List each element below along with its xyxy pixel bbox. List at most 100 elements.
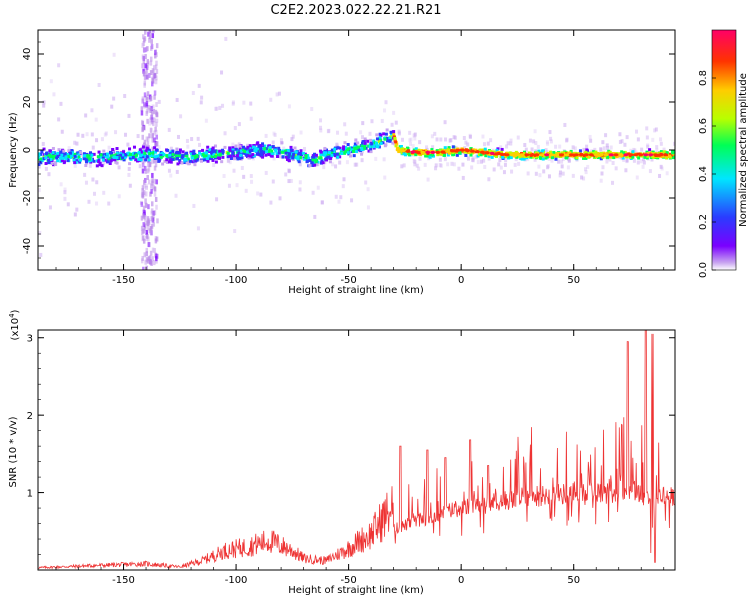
spectrogram-cell bbox=[314, 160, 318, 164]
spectrogram-cell bbox=[159, 154, 163, 158]
spectrogram-cell bbox=[77, 152, 81, 156]
spectrogram-speckle bbox=[605, 143, 609, 148]
spectrogram-cell bbox=[180, 161, 184, 165]
spectrogram-speckle bbox=[88, 163, 92, 168]
spectrogram-cell bbox=[42, 157, 46, 161]
spectrogram-noise-band bbox=[150, 119, 154, 125]
spectrogram-speckle bbox=[287, 169, 291, 174]
spectrogram-cell bbox=[529, 155, 533, 159]
spectrogram-speckle bbox=[443, 157, 447, 162]
spectrogram-cell bbox=[40, 150, 44, 154]
spectrogram-speckle bbox=[430, 134, 434, 139]
spectrogram-cell bbox=[237, 151, 241, 155]
spectrogram-cell bbox=[392, 133, 396, 137]
spectrogram-cell bbox=[171, 149, 175, 153]
spectrogram-noise-band bbox=[153, 210, 157, 216]
spectrogram-speckle bbox=[400, 137, 404, 142]
spectrogram-noise-band bbox=[150, 208, 154, 214]
spectrogram-cell bbox=[412, 151, 416, 155]
spectrogram-speckle bbox=[76, 132, 80, 137]
spectrogram-speckle bbox=[426, 177, 430, 182]
spectrogram-cell bbox=[132, 145, 136, 149]
spectrogram-noise-band bbox=[145, 235, 148, 241]
spectrogram-speckle bbox=[624, 168, 628, 173]
spectrogram-cell bbox=[659, 150, 663, 154]
spectrogram-cell bbox=[347, 147, 351, 151]
spectrogram-cell bbox=[389, 130, 393, 134]
spectrogram-noise-band bbox=[150, 223, 154, 229]
spectrogram-noise-band bbox=[154, 53, 157, 59]
spectrogram-cell bbox=[645, 156, 649, 160]
spectrogram-y-tick-label: -40 bbox=[22, 238, 33, 254]
spectrogram-cell bbox=[541, 149, 545, 153]
snr-y-ticks: 1 2 3 bbox=[27, 334, 675, 571]
spectrogram-speckle bbox=[273, 132, 277, 137]
spectrogram-cell bbox=[378, 136, 382, 140]
spectrogram-cell bbox=[234, 144, 238, 148]
spectrogram-noise-band bbox=[150, 114, 154, 120]
colorbar-frame bbox=[711, 29, 737, 271]
spectrogram-peak bbox=[504, 153, 510, 157]
spectrogram-noise-band bbox=[146, 216, 150, 222]
spectrogram-speckle bbox=[392, 110, 396, 115]
spectrogram-speckle bbox=[601, 165, 605, 170]
spectrogram-cell bbox=[537, 149, 541, 153]
spectrogram-speckle bbox=[523, 142, 527, 147]
spectrogram-noise-band bbox=[151, 68, 155, 74]
spectrogram-noise-band bbox=[145, 257, 149, 263]
spectrogram-speckle bbox=[533, 157, 537, 162]
spectrogram-speckle bbox=[249, 116, 253, 121]
spectrogram-cell bbox=[59, 152, 63, 156]
spectrogram-speckle bbox=[646, 144, 650, 149]
spectrogram-cell bbox=[251, 153, 255, 157]
spectrogram-cell bbox=[607, 153, 611, 157]
spectrogram-cell bbox=[255, 142, 259, 146]
spectrogram-cell bbox=[155, 154, 159, 158]
spectrogram-cell bbox=[101, 156, 105, 160]
spectrogram-noise-band bbox=[140, 201, 144, 207]
spectrogram-cell bbox=[430, 148, 434, 152]
spectrogram-noise-band bbox=[144, 220, 147, 226]
spectrogram-speckle bbox=[409, 141, 413, 146]
spectrogram-cell bbox=[496, 147, 500, 151]
spectrogram-speckle bbox=[128, 183, 132, 188]
spectrogram-cell bbox=[354, 150, 358, 154]
spectrogram-cell bbox=[195, 158, 199, 162]
spectrogram-cell bbox=[643, 155, 647, 159]
spectrogram-cell bbox=[312, 155, 316, 159]
spectrogram-x-label: Height of straight line (km) bbox=[288, 285, 424, 296]
spectrogram-noise-band bbox=[153, 186, 157, 192]
spectrogram-speckle bbox=[648, 169, 652, 174]
spectrogram-cell bbox=[38, 155, 40, 159]
spectrogram-speckle bbox=[97, 82, 101, 87]
spectrogram-speckle bbox=[320, 200, 324, 205]
spectrogram-noise-band bbox=[150, 216, 153, 222]
spectrogram-speckle bbox=[63, 187, 67, 192]
spectrogram-noise-band bbox=[148, 255, 152, 261]
spectrogram-speckle bbox=[476, 160, 480, 165]
spectrogram-speckle bbox=[191, 90, 195, 95]
spectrogram-cell bbox=[281, 150, 285, 154]
spectrogram-speckle bbox=[289, 178, 293, 183]
spectrogram-noise-band bbox=[149, 191, 152, 197]
spectrogram-cell bbox=[342, 145, 346, 149]
spectrogram-cell bbox=[360, 152, 364, 156]
spectrogram-speckle bbox=[659, 137, 663, 142]
spectrogram-cell bbox=[241, 148, 245, 152]
spectrogram-cell bbox=[271, 152, 275, 156]
spectrogram-speckle bbox=[546, 164, 550, 169]
spectrogram-cell bbox=[137, 157, 141, 161]
spectrogram-cell bbox=[621, 156, 625, 160]
spectrogram-peak bbox=[455, 148, 461, 152]
snr-y-label: SNR (10 * v/v) bbox=[8, 416, 19, 487]
spectrogram-cell bbox=[343, 141, 347, 145]
spectrogram-peak bbox=[603, 153, 609, 157]
spectrogram-peak bbox=[529, 153, 535, 157]
spectrogram-speckle bbox=[625, 135, 629, 140]
spectrogram-speckle bbox=[327, 128, 331, 133]
spectrogram-speckle bbox=[635, 175, 639, 180]
spectrogram-speckle bbox=[470, 165, 474, 170]
spectrogram-speckle bbox=[249, 174, 253, 179]
spectrogram-cell bbox=[305, 160, 309, 164]
spectrogram-speckle bbox=[63, 196, 67, 201]
